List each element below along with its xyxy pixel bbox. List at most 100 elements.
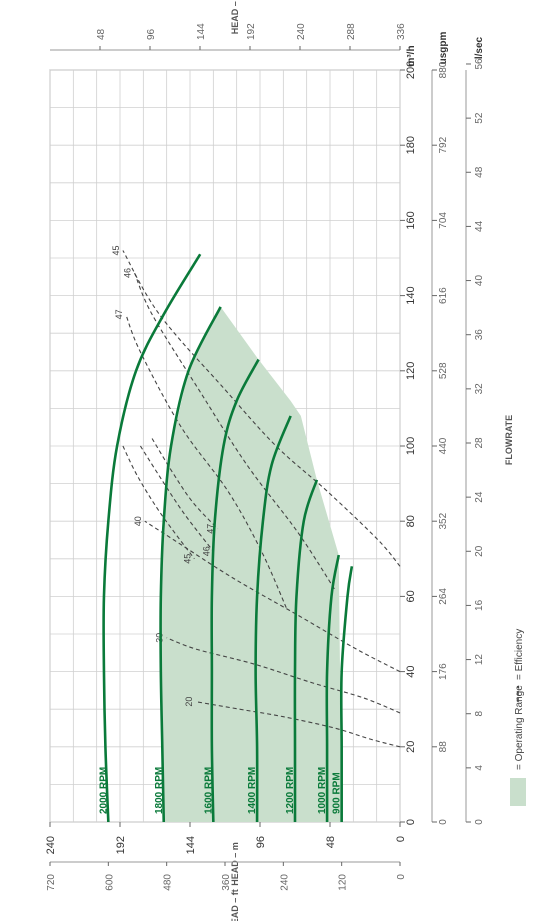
efficiency-line-45 <box>122 445 195 560</box>
usgpm-tick-label: 0 <box>438 819 449 825</box>
lsec-unit-label: l/sec <box>474 36 485 59</box>
flowrate-axis-title: FLOWRATE <box>504 415 514 465</box>
usgpm-tick-label: 88 <box>438 741 449 753</box>
speed-label-1000-rpm: 1000 RPM <box>317 767 328 814</box>
efficiency-label-46: 46 <box>201 546 211 556</box>
speed-curve-1200-rpm <box>293 479 319 822</box>
head-psi-tick-label: 336 <box>396 23 407 40</box>
speed-label-1400-rpm: 1400 RPM <box>247 767 258 814</box>
usgpm-unit-label: usgpm <box>438 32 449 65</box>
speed-curve-1000-rpm <box>325 554 341 822</box>
flow-tick-label: 100 <box>405 437 417 455</box>
head-tick-label: 0 <box>395 836 407 842</box>
head-psi-tick-label: 240 <box>296 23 307 40</box>
lsec-tick-label: 28 <box>474 437 485 449</box>
usgpm-tick-label: 264 <box>438 588 449 605</box>
usgpm-tick-label: 440 <box>438 437 449 454</box>
efficiency-line-46 <box>134 272 335 590</box>
speed-label-900-rpm: 900 RPM <box>332 772 343 814</box>
flow-tick-label: 200 <box>405 61 417 79</box>
speed-label-1200-rpm: 1200 RPM <box>285 767 296 814</box>
flow-tick-label: 80 <box>405 515 417 527</box>
head-psi-tick-label: 48 <box>96 28 107 40</box>
head-ft-tick-label: 480 <box>163 874 174 891</box>
head-ft-tick-label: 0 <box>396 874 407 880</box>
efficiency-line-47 <box>125 314 287 608</box>
flow-tick-label: 40 <box>405 665 417 677</box>
lsec-tick-label: 16 <box>474 599 485 611</box>
efficiency-line-40 <box>144 520 401 673</box>
head-ft-axis-title: HEAD – ft <box>230 889 240 921</box>
speed-curve-900-rpm <box>339 566 354 823</box>
usgpm-tick-label: 880 <box>438 61 449 78</box>
efficiency-label-46: 46 <box>123 268 133 278</box>
head-psi-tick-label: 288 <box>346 23 357 40</box>
head-psi-tick-label: 96 <box>146 28 157 40</box>
speed-curve-1600-rpm <box>210 358 260 823</box>
legend-operating-swatch <box>510 778 526 806</box>
head-m-axis-title: HEAD – m <box>230 842 240 886</box>
head-psi-tick-label: 144 <box>196 23 207 40</box>
efficiency-line-47 <box>151 438 219 530</box>
legend-operating-label: = Operating Range <box>514 685 525 770</box>
efficiency-line-20 <box>195 701 401 748</box>
speed-label-2000-rpm: 2000 RPM <box>98 767 109 814</box>
head-psi-tick-label: 192 <box>246 23 257 40</box>
efficiency-label-47: 47 <box>114 309 124 319</box>
head-ft-tick-label: 240 <box>279 874 290 891</box>
usgpm-tick-label: 352 <box>438 512 449 529</box>
head-ft-tick-label: 120 <box>338 874 349 891</box>
flow-tick-label: 120 <box>405 362 417 380</box>
head-tick-label: 48 <box>325 836 337 848</box>
flow-tick-label: 20 <box>405 741 417 753</box>
lsec-tick-label: 20 <box>474 545 485 557</box>
usgpm-tick-label: 616 <box>438 287 449 304</box>
head-ft-tick-label: 360 <box>221 874 232 891</box>
head-psi-axis-title: HEAD – psi <box>230 0 240 34</box>
lsec-tick-label: 48 <box>474 166 485 178</box>
head-tick-label: 192 <box>115 836 127 854</box>
head-tick-label: 96 <box>255 836 267 848</box>
lsec-tick-label: 44 <box>474 220 485 232</box>
usgpm-tick-label: 176 <box>438 663 449 680</box>
flow-tick-label: 180 <box>405 136 417 154</box>
lsec-tick-label: 52 <box>474 112 485 124</box>
flow-unit-label: m³/h <box>406 45 417 66</box>
head-tick-label: 144 <box>185 836 197 854</box>
flow-tick-label: 140 <box>405 286 417 304</box>
efficiency-label-45: 45 <box>182 554 192 564</box>
lsec-tick-label: 40 <box>474 275 485 287</box>
axes-group: 020406080100120140160180200m³/h088176264… <box>45 0 514 921</box>
speed-label-1600-rpm: 1600 RPM <box>203 767 214 814</box>
efficiency-label-47: 47 <box>206 524 216 534</box>
efficiency-label-20: 20 <box>184 697 194 707</box>
speed-curve-2000-rpm <box>102 253 202 823</box>
efficiency-label-45: 45 <box>111 245 121 255</box>
usgpm-tick-label: 704 <box>438 212 449 229</box>
legend: = Operating Range = Efficiency <box>510 629 526 806</box>
operating-range-area <box>160 306 342 822</box>
lsec-tick-label: 4 <box>474 765 485 771</box>
lsec-tick-label: 32 <box>474 383 485 395</box>
efficiency-line-46 <box>139 445 214 552</box>
head-ft-tick-label: 720 <box>46 874 57 891</box>
flow-tick-label: 160 <box>405 211 417 229</box>
lsec-tick-label: 8 <box>474 710 485 716</box>
speed-curve-1800-rpm <box>159 306 222 823</box>
usgpm-tick-label: 792 <box>438 136 449 153</box>
head-ft-tick-label: 600 <box>104 874 115 891</box>
lsec-tick-label: 12 <box>474 654 485 666</box>
legend-efficiency-label: = Efficiency <box>514 629 525 680</box>
lsec-tick-label: 24 <box>474 491 485 503</box>
efficiency-label-40: 40 <box>133 516 143 526</box>
speed-label-1800-rpm: 1800 RPM <box>154 767 165 814</box>
speed-curve-1400-rpm <box>254 415 292 823</box>
lsec-tick-label: 56 <box>474 58 485 70</box>
flow-tick-label: 0 <box>405 819 417 825</box>
head-tick-label: 240 <box>45 836 57 854</box>
lsec-tick-label: 0 <box>474 819 485 825</box>
lsec-tick-label: 36 <box>474 329 485 341</box>
flow-tick-label: 60 <box>405 590 417 602</box>
